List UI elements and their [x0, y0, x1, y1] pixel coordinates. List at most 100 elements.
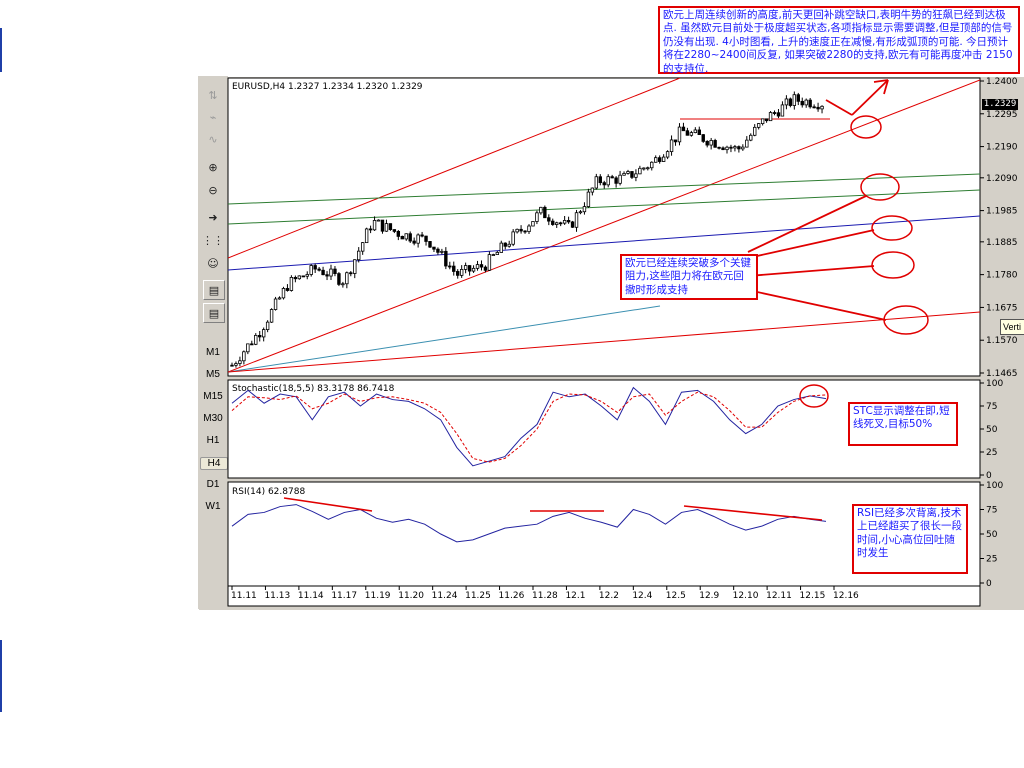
candle-body — [293, 277, 298, 280]
time-axis-tick-label: 12.2 — [599, 591, 619, 601]
candle-body — [357, 250, 361, 261]
timeframe-m5[interactable]: M5 — [206, 369, 220, 380]
candle-body — [753, 126, 757, 136]
timeframe-m30[interactable]: M30 — [203, 413, 223, 424]
price-axis-tick-label: 1.2295 — [986, 110, 1018, 120]
candle-body — [586, 191, 591, 207]
time-axis-tick-label: 12.16 — [833, 591, 859, 601]
candle-body — [634, 173, 638, 178]
candle-body — [313, 265, 317, 270]
pointer-line — [747, 265, 875, 277]
timeframe-h1[interactable]: H1 — [206, 435, 220, 446]
candle-body — [681, 126, 686, 132]
stochastic-axis-tick-label: 25 — [986, 448, 997, 458]
note-stochastic: STC显示调整在即,短线死叉,目标50% — [848, 402, 958, 446]
candle-body — [360, 242, 365, 252]
candle-body — [448, 265, 452, 268]
line-tool-icon[interactable]: ⌁ — [209, 110, 217, 124]
candle-body — [760, 118, 765, 124]
candle-body — [626, 171, 630, 174]
zoom-in-icon[interactable]: ⊕ — [208, 160, 218, 174]
time-axis-tick-label: 12.5 — [666, 591, 686, 601]
candle-body — [436, 248, 440, 253]
candle-body — [388, 223, 393, 230]
timeframe-m1[interactable]: M1 — [206, 347, 220, 358]
candle-body — [238, 360, 242, 364]
time-axis-tick-label: 11.11 — [231, 591, 257, 601]
time-axis-tick-label: 11.26 — [499, 591, 525, 601]
candle-body — [669, 139, 674, 153]
timeframe-w1[interactable]: W1 — [205, 501, 221, 512]
candle-body — [685, 130, 690, 136]
note-resistance: 欧元已经连续突破多个关键阻力,这些阻力将在欧元回撤时形成支持 — [620, 254, 758, 300]
last-price-tag: 1.2329 — [982, 99, 1018, 110]
candle-body — [325, 274, 329, 277]
pointer-line — [747, 289, 887, 321]
vertical-line-tooltip: Verti — [1000, 319, 1024, 335]
autoscroll-icon[interactable]: ⋮⋮ — [202, 233, 224, 247]
time-axis-tick-label: 12.15 — [800, 591, 826, 601]
candle-body — [305, 274, 309, 277]
highlight-ellipse — [871, 215, 913, 241]
candle-body — [539, 206, 543, 214]
candle-body — [772, 112, 777, 114]
expert-icon[interactable]: ☺ — [207, 256, 219, 270]
rsi-axis-tick-label: 75 — [986, 506, 997, 516]
candle-body — [495, 252, 500, 255]
periodicity-icon[interactable]: ▤ — [203, 303, 225, 323]
candle-body — [487, 254, 492, 271]
candle-body — [638, 167, 642, 175]
zoom-out-icon[interactable]: ⊖ — [208, 183, 218, 197]
upper-channel-line — [228, 78, 681, 259]
candle-body — [729, 146, 733, 149]
candle-body — [693, 129, 698, 134]
timeframe-d1[interactable]: D1 — [206, 479, 220, 490]
candle-body — [725, 146, 729, 151]
candle-body — [547, 217, 551, 222]
time-axis-tick-label: 11.13 — [264, 591, 290, 601]
candle-body — [483, 266, 488, 271]
candle-body — [368, 228, 373, 231]
wave-tool-icon[interactable]: ∿ — [208, 132, 218, 146]
rsi-divergence-line — [283, 497, 373, 512]
candle-body — [654, 157, 658, 163]
lower-red-line — [228, 311, 980, 373]
lower-channel-line — [228, 79, 980, 373]
stochastic-axis-tick-label: 50 — [986, 425, 998, 435]
left-edge-mark — [0, 28, 2, 72]
candle-body — [301, 275, 305, 278]
candle-body — [650, 161, 654, 169]
rsi-axis-tick-label: 50 — [986, 530, 998, 540]
candle-body — [808, 99, 812, 108]
chart-toolbar: ⇅ ⌁ ∿ ⊕ ⊖ ➜ ⋮⋮ ☺ ▤ ▤ — [198, 76, 228, 609]
candle-body — [440, 250, 444, 253]
candle-body — [254, 334, 258, 345]
cursor-icon[interactable]: ⇅ — [208, 88, 218, 102]
candle-body — [273, 298, 278, 310]
stochastic-header: Stochastic(18,5,5) 83.3178 86.7418 — [232, 384, 395, 394]
candle-body — [582, 206, 587, 213]
candle-body — [606, 176, 610, 186]
candle-body — [459, 269, 464, 276]
candle-body — [333, 268, 337, 274]
candle-body — [558, 222, 563, 225]
candle-body — [689, 132, 694, 136]
candle-body — [456, 271, 460, 276]
candle-body — [721, 147, 725, 151]
candle-body — [756, 123, 761, 128]
templates-icon[interactable]: ▤ — [203, 280, 225, 300]
candle-body — [467, 265, 472, 272]
candle-body — [428, 241, 432, 248]
candle-body — [329, 268, 333, 277]
candle-body — [400, 235, 404, 240]
candle-body — [285, 288, 290, 291]
candle-body — [503, 242, 507, 247]
candle-body — [452, 265, 456, 272]
green-trend-line-2 — [228, 189, 980, 225]
timeframe-m15[interactable]: M15 — [203, 391, 223, 402]
panel-main — [227, 77, 981, 377]
chart-shift-icon[interactable]: ➜ — [208, 210, 218, 224]
candle-body — [341, 283, 345, 286]
candle-body — [372, 220, 377, 231]
candle-body — [317, 268, 321, 271]
